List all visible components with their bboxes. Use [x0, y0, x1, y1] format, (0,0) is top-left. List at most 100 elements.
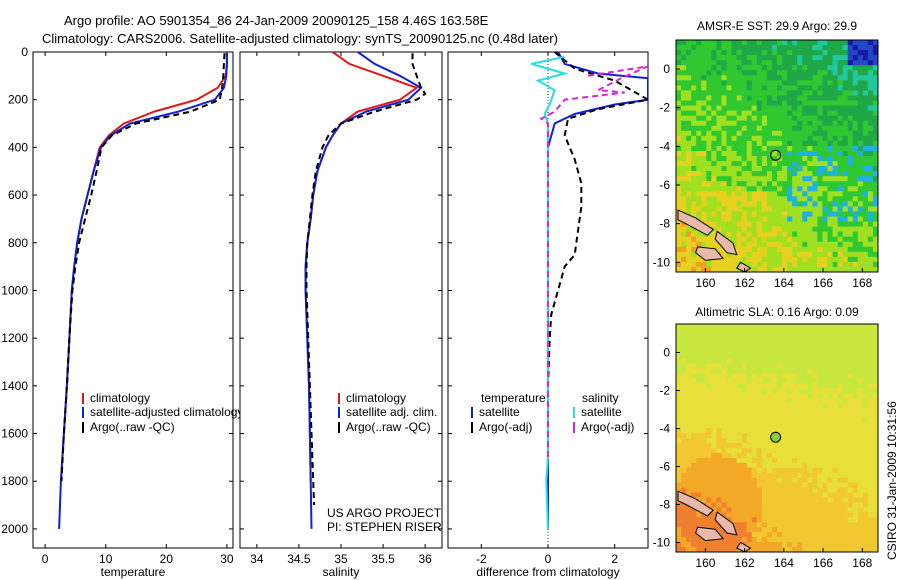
sst_map-cell — [756, 161, 763, 167]
sst_map-cell — [741, 241, 748, 248]
sst_map-cell — [731, 226, 738, 233]
sla_map-cell — [847, 373, 854, 380]
sla_map-cell — [817, 403, 824, 409]
sla_map-cell — [802, 447, 808, 454]
sla_map-cell — [686, 447, 692, 454]
sst_map-cell — [817, 246, 824, 253]
sst_map-cell — [691, 266, 697, 272]
sst_map-cell — [832, 85, 839, 92]
sla_map-cell — [832, 418, 839, 424]
sla_map-cell — [696, 442, 702, 449]
sla_map-cell — [862, 487, 869, 494]
sla_map-cell — [837, 542, 844, 548]
sst_map-cell — [756, 150, 763, 157]
sla_map-cell — [847, 348, 854, 355]
sst_map-cell — [827, 216, 834, 223]
sst_map-cell — [746, 211, 753, 218]
sst_map-cell — [787, 90, 793, 97]
sst_map-cell — [721, 125, 728, 132]
sst_map-cell — [872, 140, 878, 147]
sst_map-cell — [862, 251, 869, 258]
sst_map-cell — [691, 80, 697, 86]
sla_map-cell — [777, 527, 783, 533]
sla_map-cell — [711, 398, 717, 404]
sla_map-cell — [852, 383, 859, 390]
sst_map-cell — [842, 105, 849, 112]
sst_map-cell — [822, 40, 829, 46]
sst_map-cell — [716, 145, 723, 152]
sst_map-cell — [721, 266, 728, 272]
sst_map-cell — [812, 60, 818, 66]
sla_map-cell — [761, 542, 768, 548]
sla_map-cell — [701, 403, 707, 409]
sst_map-cell — [771, 50, 778, 56]
sla_map-cell — [812, 328, 818, 335]
sst_map-cell — [792, 70, 798, 76]
sla_map-cell — [686, 358, 692, 365]
sst_map-cell — [807, 75, 813, 81]
sla_map-cell — [771, 423, 778, 429]
sla_map-cell — [691, 522, 697, 528]
sst_map-cell — [731, 105, 738, 112]
sla_map-cell — [832, 447, 839, 454]
sst_map-cell — [852, 135, 859, 142]
sst_map-cell — [716, 161, 723, 167]
sla_map-cell — [822, 547, 829, 552]
sla_map-cell — [827, 343, 834, 350]
sla_map-cell — [787, 452, 793, 459]
sst_map-cell — [867, 115, 874, 122]
sst_map-cell — [792, 156, 798, 162]
sla_map-cell — [691, 492, 697, 499]
salinity-xtick-label: 34 — [250, 552, 264, 566]
sst_map-cell — [792, 55, 798, 61]
sla_map-cell — [787, 442, 793, 449]
sla_map-cell — [872, 452, 878, 459]
sst_map-cell — [726, 125, 733, 132]
sst_map-cell — [862, 50, 869, 56]
sst_map-cell — [746, 95, 753, 102]
sst_map-cell — [686, 95, 692, 102]
sst_map-cell — [807, 40, 813, 46]
sst_map-cell — [792, 191, 798, 197]
sla_map-cell — [792, 393, 798, 399]
sla_map-cell — [782, 333, 788, 340]
sst_map-cell — [847, 110, 854, 117]
sla_map-cell — [812, 403, 818, 409]
sla_map-cell — [867, 353, 874, 360]
sla_map-cell — [792, 333, 798, 340]
sst_map-cell — [862, 100, 869, 107]
sla_map-cell — [857, 413, 864, 419]
sla_map-cell — [676, 393, 682, 399]
sst_map-cell — [691, 171, 697, 177]
sla_map-cell — [731, 452, 738, 459]
sla_map-cell — [832, 433, 839, 439]
sst_map-cell — [777, 135, 783, 142]
sla_map-cell — [802, 497, 808, 504]
sla_map-cell — [807, 388, 813, 394]
sla_map-cell — [686, 492, 692, 499]
sst_map-cell — [761, 241, 768, 248]
sla_map-cell — [716, 442, 723, 449]
sst_map-cell — [701, 105, 707, 112]
sla_map-cell — [766, 343, 773, 350]
sla_map-cell — [857, 527, 864, 533]
sst_map-cell — [691, 166, 697, 172]
sla_map-cell — [771, 333, 778, 340]
sst_map-cell — [837, 251, 844, 258]
sst_map-cell — [812, 211, 818, 218]
sst_map-cell — [771, 135, 778, 142]
sst_map-ytick-label: -8 — [659, 217, 670, 231]
sst_map-cell — [736, 166, 743, 172]
sla_map-cell — [766, 393, 773, 399]
sla_map-cell — [676, 413, 682, 419]
sla_map-cell — [827, 428, 834, 434]
sst_map-cell — [681, 115, 687, 122]
sst_map-cell — [797, 206, 803, 213]
sst_map-cell — [681, 241, 687, 248]
sla_map-cell — [872, 403, 878, 409]
sla_map-cell — [857, 333, 864, 340]
sla_map-cell — [721, 497, 728, 504]
sst_map-cell — [807, 196, 813, 202]
sla_map-cell — [777, 447, 783, 454]
sla_map-cell — [837, 522, 844, 528]
